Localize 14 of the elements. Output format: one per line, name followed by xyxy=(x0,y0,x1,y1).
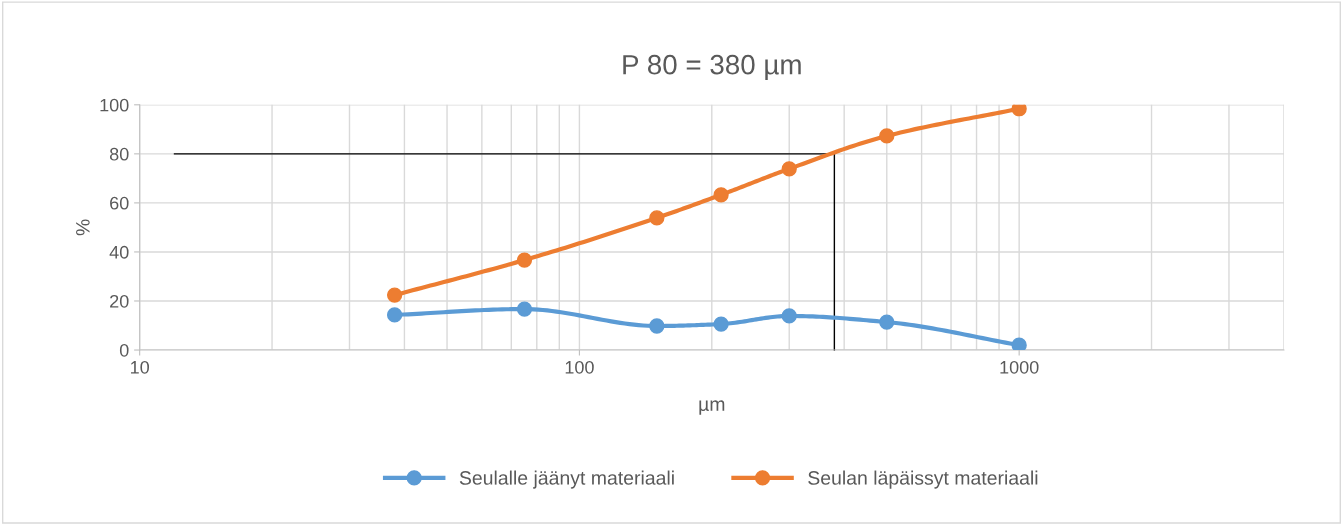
y-tick-label: 100 xyxy=(100,98,129,112)
y-tick-label: 40 xyxy=(109,245,129,259)
legend-label: Seulan läpäissyt materiaali xyxy=(808,470,1038,489)
x-axis-title: µm xyxy=(699,400,725,415)
chart-title: P 80 = 380 µm xyxy=(623,54,801,81)
x-tick-label: 100 xyxy=(565,360,594,374)
y-tick-label: 20 xyxy=(110,294,129,308)
y-tick-label: 80 xyxy=(109,147,129,161)
y-axis-title: % xyxy=(76,219,90,236)
y-tick-label: 60 xyxy=(110,196,129,210)
legend-label: Seulalle jäänyt materiaali xyxy=(459,470,674,489)
x-tick-label: 10 xyxy=(131,360,150,374)
y-tick-label: 0 xyxy=(119,343,129,357)
x-tick-label: 1000 xyxy=(1000,360,1039,374)
